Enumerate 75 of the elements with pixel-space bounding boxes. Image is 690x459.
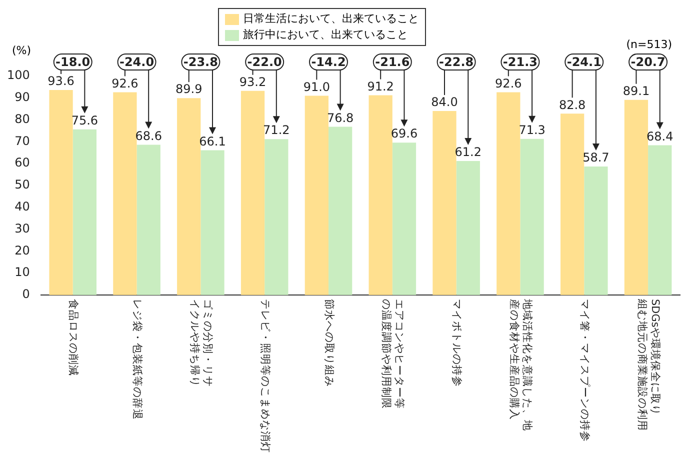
bar <box>264 139 288 295</box>
bar <box>136 144 160 295</box>
text: -20.7 <box>630 55 666 70</box>
bar <box>456 160 480 295</box>
data-label: 89.1 <box>622 84 650 98</box>
data-label: 93.2 <box>239 75 266 90</box>
data-label: 84.0 <box>431 95 458 110</box>
y-tick-label: 60 <box>14 156 30 170</box>
data-label: 91.0 <box>303 80 330 94</box>
text: -23.8 <box>183 55 218 70</box>
text: -24.0 <box>119 55 154 70</box>
bar <box>560 114 584 295</box>
y-tick-label: 10 <box>14 265 30 280</box>
x-tick-label: マイ箸・マイスプーンの持参 <box>578 299 592 442</box>
x-tick-label: レジ袋・包装紙等の辞退 <box>131 299 144 420</box>
bar <box>49 90 73 295</box>
data-label: 76.8 <box>326 110 354 125</box>
bar <box>392 142 416 295</box>
bar <box>496 92 520 295</box>
legend-label: 日常生活において、出来ていること <box>243 11 419 27</box>
text: (n=513) <box>626 38 672 51</box>
y-axis-title: (%) <box>12 44 32 57</box>
x-tick-label: 節水への取り組み <box>322 299 336 387</box>
text: -24.1 <box>566 55 602 70</box>
text: -22.8 <box>439 55 474 70</box>
text: -21.6 <box>375 55 410 70</box>
text: -22.0 <box>247 55 282 70</box>
bar <box>368 95 392 295</box>
bar <box>200 150 224 295</box>
y-tick-label: 50 <box>14 178 30 192</box>
text: -21.3 <box>502 55 538 70</box>
bar <box>432 111 456 295</box>
y-tick-label: 40 <box>14 200 30 214</box>
bar <box>648 145 672 295</box>
text: -18.0 <box>56 55 90 70</box>
text: -14.2 <box>311 55 346 70</box>
data-label: 89.9 <box>175 82 202 96</box>
bar <box>177 98 201 295</box>
data-label: 75.6 <box>71 114 98 128</box>
data-label: 61.2 <box>454 145 482 160</box>
data-label: 92.6 <box>112 76 138 90</box>
data-label: 71.3 <box>518 122 546 137</box>
bar <box>520 138 544 295</box>
y-tick-label: 100 <box>7 68 30 82</box>
bar <box>624 100 648 295</box>
data-label: 58.7 <box>582 150 610 165</box>
data-label: 71.2 <box>263 123 290 138</box>
bar <box>240 90 265 295</box>
x-tick-label: SDGsや環境保全に取り組む地元の商業施設の利用 <box>636 298 662 431</box>
y-tick-label: 90 <box>14 90 30 104</box>
data-label: 82.8 <box>558 98 586 112</box>
bar <box>72 129 97 295</box>
bar <box>113 92 137 295</box>
x-tick-label: 地域活性化を意識した、地産の食材や生産品の購入 <box>508 298 534 431</box>
data-label: 68.6 <box>135 128 162 143</box>
data-label: 93.6 <box>48 74 74 88</box>
y-tick-label: 70 <box>14 134 30 148</box>
x-tick-label: ゴミの分別・リサイクルや持ち帰り <box>188 299 214 387</box>
x-tick-label: テレビ・照明等のこまめな消灯 <box>258 299 272 453</box>
data-label: 92.6 <box>495 76 522 90</box>
data-label: 91.2 <box>367 79 394 94</box>
data-label: 66.1 <box>199 134 226 148</box>
x-tick-label: エアコンやヒーター等の温度調節や利用制限 <box>380 299 406 409</box>
bar <box>328 126 352 295</box>
x-tick-label: マイボトルの持参 <box>450 299 464 387</box>
legend-label: 旅行中において、出来ていること <box>243 27 408 43</box>
bar <box>584 166 608 295</box>
bar <box>304 96 328 295</box>
x-tick-label: 食品ロスの削減 <box>67 299 80 376</box>
data-label: 68.4 <box>646 129 674 144</box>
y-tick-label: 30 <box>14 221 30 236</box>
y-tick-label: 20 <box>14 243 30 258</box>
data-label: 69.6 <box>390 126 418 141</box>
y-tick-label: 80 <box>14 112 30 126</box>
y-tick-label: 0 <box>22 287 30 302</box>
